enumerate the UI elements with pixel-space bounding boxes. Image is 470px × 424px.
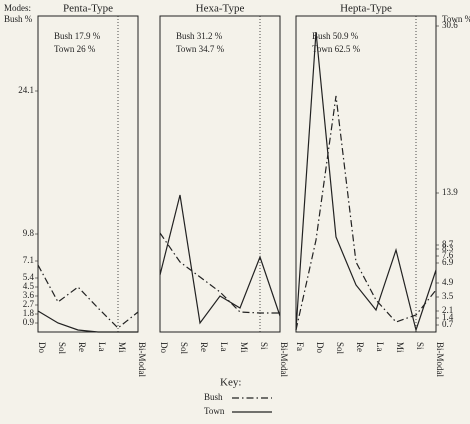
x-tick-label: Sol [57,342,67,355]
series-line [295,31,437,333]
y2-tick-label: 0.7 [442,319,454,329]
y2-tick-label: 30.6 [442,20,458,30]
x-tick-label: Fa [295,342,305,351]
x-tick-label: Re [199,342,209,352]
x-tick-label: La [97,342,107,352]
legend-label: Bush [204,392,223,402]
y-tick-label: 3.6 [23,290,35,300]
y-tick-label: 24.1 [18,85,34,95]
panel-title: Hexa-Type [196,3,245,15]
series-line [295,95,437,331]
x-tick-label: La [375,342,385,352]
legend-label: Town [204,406,225,416]
y-tick-label: 0.9 [23,317,35,327]
y-axis-label: Bush % [4,14,33,24]
y2-tick-label: 6.9 [442,257,454,267]
x-tick-label: Mi [395,342,405,353]
panel-frame [159,15,281,333]
x-tick-label: Re [77,342,87,352]
series-line [37,264,139,329]
x-tick-label: Do [159,342,169,353]
y2-tick-label: 2.1 [442,305,453,315]
panel-frame [37,15,139,333]
x-tick-label: Re [355,342,365,352]
panel-frame [295,15,437,333]
y2-axis-label: Town % [442,14,470,24]
x-tick-label: Bi-Modal [279,342,289,377]
annotation: Bush 31.2 % [176,31,223,41]
y2-tick-label: 8.7 [442,239,454,249]
annotation: Bush 17.9 % [54,31,101,41]
panel-title: Hepta-Type [340,3,392,15]
y2-tick-label: 7.6 [442,250,454,260]
x-tick-label: La [219,342,229,352]
annotation: Town 62.5 % [312,44,361,54]
panel-title: Penta-Type [63,3,113,15]
x-tick-label: Sol [179,342,189,355]
key-title: Key: [220,377,241,389]
x-tick-label: Si [415,342,425,350]
y-axis-label: Modes: [4,3,31,13]
x-tick-label: Bi-Modal [435,342,445,377]
y-tick-label: 9.8 [23,228,35,238]
y-tick-label: 7.1 [23,255,34,265]
annotation: Town 34.7 % [176,44,225,54]
y2-tick-label: 8.3 [442,243,454,253]
y2-tick-label: 3.5 [442,291,454,301]
annotation: Town 26 % [54,44,96,54]
series-line [159,232,280,314]
series-line [159,194,281,325]
x-tick-label: Sol [335,342,345,355]
x-tick-label: Mi [117,342,127,353]
x-tick-label: Do [315,342,325,353]
y-tick-label: 4.5 [23,281,35,291]
annotation: Bush 50.9 % [312,31,359,41]
x-tick-label: Bi-Modal [137,342,147,377]
x-tick-label: Si [259,342,269,350]
y2-tick-label: 1.4 [442,312,454,322]
y2-tick-label: 13.9 [442,187,458,197]
x-tick-label: Do [37,342,47,353]
x-tick-label: Mi [239,342,249,353]
series-line [37,310,138,333]
y2-tick-label: 4.9 [442,277,454,287]
y-tick-label: 2.7 [23,299,35,309]
y-tick-label: 1.8 [23,308,35,318]
y-tick-label: 5.4 [23,272,35,282]
